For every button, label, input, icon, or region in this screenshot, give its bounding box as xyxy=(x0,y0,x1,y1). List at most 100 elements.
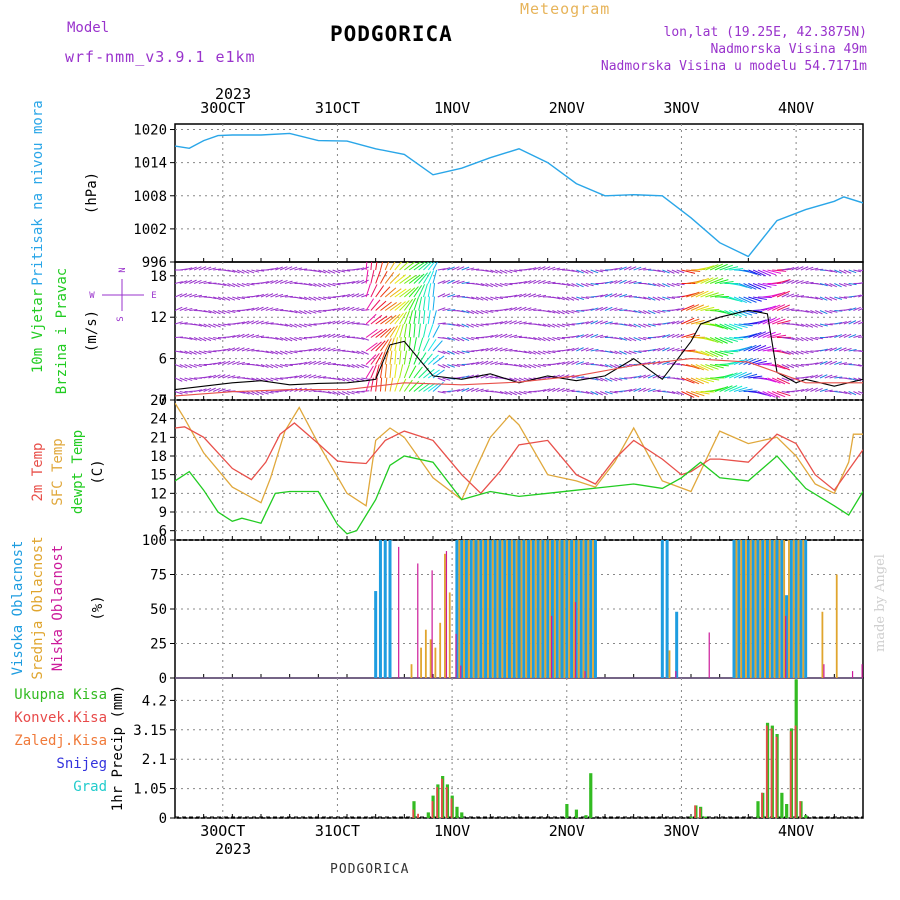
wind-barb xyxy=(451,323,460,327)
wind-barb xyxy=(413,310,417,325)
wind-barb xyxy=(265,280,274,284)
wind-barb xyxy=(571,283,580,288)
wind-barb xyxy=(437,377,446,382)
wind-barb xyxy=(299,323,307,328)
compass-west: W xyxy=(89,291,95,301)
wind-barb xyxy=(748,359,762,365)
wind-barb xyxy=(829,347,838,352)
wind-barb xyxy=(518,321,527,325)
wind-barb xyxy=(791,364,800,368)
wind-barb xyxy=(681,317,695,325)
wind-barb xyxy=(652,374,661,379)
low-cloud-bar xyxy=(431,570,433,678)
wind-barb xyxy=(710,293,724,298)
wind-barb xyxy=(213,361,222,365)
wind-barb xyxy=(217,388,226,392)
wind-barb xyxy=(389,262,396,271)
wind-barb xyxy=(213,323,221,328)
wind-barb xyxy=(547,266,556,271)
wind-barb xyxy=(275,309,284,311)
mid-cloud-bar xyxy=(477,540,480,678)
wind-barb xyxy=(538,294,547,298)
high-cloud-bar xyxy=(794,540,798,678)
wind-barb xyxy=(738,372,752,379)
wind-barb xyxy=(432,310,437,325)
wind-barb xyxy=(256,293,264,298)
high-cloud-bar xyxy=(378,540,382,678)
wind-barb xyxy=(471,387,479,392)
wind-barb xyxy=(471,361,480,365)
mid-cloud-bar xyxy=(444,553,446,678)
high-cloud-bar xyxy=(804,540,808,678)
wind-barb xyxy=(490,376,499,379)
dewpt-temp-line xyxy=(175,455,863,535)
day-label-top: 3NOV xyxy=(663,99,699,117)
wind-barb xyxy=(213,337,222,340)
wind-barb xyxy=(356,267,365,271)
wind-barb xyxy=(853,269,862,273)
wind-barb xyxy=(829,334,838,338)
wind-barb xyxy=(394,301,406,311)
wind-barb xyxy=(279,364,288,368)
wind-barb xyxy=(552,310,561,315)
wind-barb xyxy=(800,388,809,392)
wind-barb xyxy=(838,362,848,365)
wind-barb xyxy=(499,333,508,338)
y-tick-label: 12 xyxy=(150,310,167,326)
temp-ylabel-2m: 2m Temp xyxy=(30,442,46,501)
wind-barb xyxy=(418,296,423,311)
wind-barb xyxy=(456,364,465,366)
wind-barb xyxy=(461,350,470,354)
wind-barb xyxy=(370,269,375,284)
wind-barb xyxy=(786,308,795,311)
wind-barb xyxy=(217,283,226,286)
wind-barb xyxy=(791,337,799,341)
wind-barb xyxy=(528,364,537,369)
wind-barb xyxy=(499,269,508,274)
wind-barb xyxy=(819,360,828,365)
wind-barb xyxy=(504,269,513,274)
high-cloud-bar xyxy=(675,611,679,678)
wind-barb xyxy=(437,391,446,394)
wind-barb xyxy=(447,350,455,355)
wind-barb xyxy=(585,283,594,287)
wind-barb xyxy=(418,367,429,379)
wind-barb xyxy=(198,388,207,392)
wind-barb xyxy=(184,350,193,355)
year-label-bottom: 2023 xyxy=(215,840,251,858)
wind-barb xyxy=(399,337,402,352)
high-cloud-bar xyxy=(469,540,473,678)
wind-barb xyxy=(308,296,317,301)
wind-barb xyxy=(346,280,355,284)
wind-barb xyxy=(633,310,642,314)
y-tick-label: 15 xyxy=(150,468,167,484)
wind-barb xyxy=(571,347,580,352)
wind-barb xyxy=(403,350,408,365)
wind-barb xyxy=(724,310,738,317)
wind-barb xyxy=(748,269,762,276)
high-cloud-bar xyxy=(584,540,588,678)
total-precip-bar xyxy=(785,804,789,818)
wind-barb xyxy=(237,296,246,300)
wind-barb xyxy=(346,377,355,382)
wind-barb xyxy=(356,377,365,381)
wind-barb xyxy=(260,321,269,325)
wind-barb xyxy=(451,280,460,284)
wind-barb xyxy=(829,269,838,273)
wind-barb xyxy=(537,280,546,284)
sfc-temp-line xyxy=(175,402,863,507)
wind-barb xyxy=(265,364,274,369)
wind-barb xyxy=(480,296,489,301)
wind-barb xyxy=(179,364,188,369)
wind-barb xyxy=(379,262,384,271)
wind-barb xyxy=(781,307,790,311)
wind-barb xyxy=(528,350,537,355)
wind-barb xyxy=(427,270,435,284)
wind-barb xyxy=(810,323,818,328)
wind-barb xyxy=(422,296,426,311)
wind-barb xyxy=(815,323,823,328)
wind-barb xyxy=(700,265,715,271)
wind-barb xyxy=(346,321,355,325)
wind-barb xyxy=(681,304,695,311)
wind-barb xyxy=(676,307,685,311)
